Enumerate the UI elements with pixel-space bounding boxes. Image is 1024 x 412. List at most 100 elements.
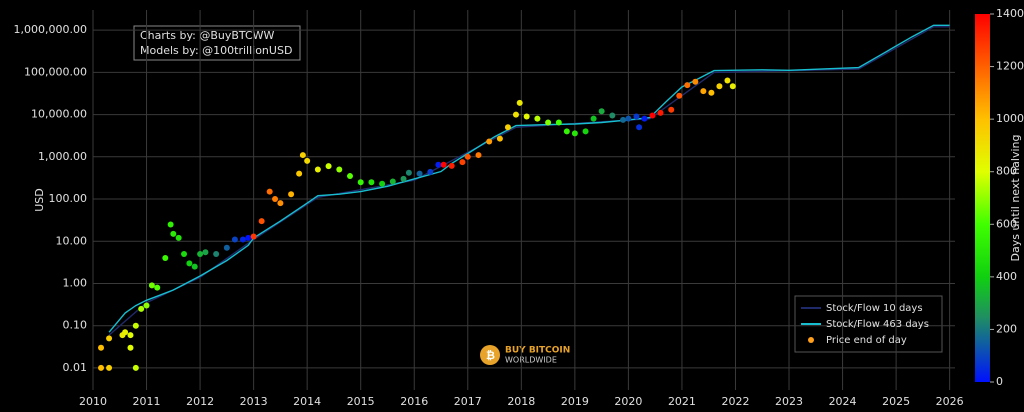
price-point (416, 170, 423, 177)
price-point (368, 179, 375, 186)
price-point (223, 244, 230, 251)
model-line (108, 24, 950, 333)
x-tick-label: 2018 (507, 395, 535, 408)
price-point (132, 322, 139, 329)
price-point (132, 364, 139, 371)
price-point (277, 200, 284, 207)
logo-icon (480, 345, 500, 365)
x-tick-label: 2024 (829, 395, 857, 408)
x-tick-label: 2019 (561, 395, 589, 408)
annotation-box (133, 25, 301, 61)
y-tick-label: 1.00 (63, 276, 88, 289)
price-point (523, 113, 530, 120)
y-tick-label: 100,000.00 (24, 65, 87, 78)
price-point (389, 178, 396, 185)
price-point (657, 109, 664, 116)
price-point (464, 153, 471, 160)
price-point (239, 236, 246, 243)
colorbar-tick-label: 200 (996, 322, 1017, 335)
price-point (684, 82, 691, 89)
price-point (202, 249, 209, 256)
price-point (555, 119, 562, 126)
price-point (724, 77, 731, 84)
price-point (459, 159, 466, 166)
y-tick-label: 1,000.00 (38, 150, 87, 163)
price-point (534, 115, 541, 122)
x-tick-label: 2023 (775, 395, 803, 408)
colorbar-tick-label: 600 (996, 217, 1017, 230)
price-point (620, 116, 627, 123)
price-point (708, 89, 715, 96)
price-point (304, 157, 311, 164)
price-point (590, 115, 597, 122)
price-point (440, 161, 447, 168)
price-point (475, 152, 482, 159)
price-point (676, 92, 683, 99)
price-point (504, 124, 511, 131)
x-tick-label: 2010 (79, 395, 107, 408)
price-point (272, 196, 279, 203)
price-point (633, 113, 640, 120)
price-point (127, 332, 134, 339)
price-point (545, 119, 552, 126)
price-point (641, 115, 648, 122)
colorbar (975, 14, 990, 382)
x-tick-label: 2016 (400, 395, 428, 408)
x-tick-label: 2014 (293, 395, 321, 408)
legend-label: Price end of day (826, 335, 907, 346)
price-point (582, 128, 589, 135)
colorbar-title: Days until next halving (1009, 135, 1022, 262)
price-point (154, 284, 161, 291)
price-point (512, 111, 519, 118)
colorbar-tick-label: 1200 (996, 60, 1024, 73)
x-tick-label: 2015 (347, 395, 375, 408)
price-point (143, 302, 150, 309)
price-point (170, 230, 177, 237)
price-point (516, 99, 523, 106)
price-point (314, 166, 321, 173)
y-tick-label: 0.10 (63, 319, 88, 332)
y-tick-label: 10,000.00 (31, 108, 87, 121)
logo-text: BUY BITCOIN (505, 346, 570, 356)
price-point (250, 233, 257, 240)
y-tick-label: 1,000,000.00 (14, 23, 87, 36)
price-point (636, 124, 643, 131)
price-point (197, 250, 204, 257)
price-point (496, 135, 503, 142)
y-axis-label: USD (33, 188, 46, 212)
price-point (258, 218, 265, 225)
price-point (106, 364, 113, 371)
logo-text: WORLDWIDE (505, 356, 557, 365)
x-tick-label: 2026 (936, 395, 964, 408)
x-tick-label: 2011 (133, 395, 161, 408)
price-point (649, 112, 656, 119)
legend-swatch (808, 337, 814, 343)
price-point (127, 344, 134, 351)
price-point (379, 180, 386, 187)
price-point (405, 169, 412, 176)
price-point (598, 108, 605, 115)
price-point (563, 128, 570, 135)
price-point (716, 83, 723, 90)
price-point (122, 329, 129, 336)
colorbar-tick-label: 1400 (996, 7, 1024, 20)
price-point (325, 163, 332, 170)
price-point (167, 221, 174, 228)
price-point (400, 175, 407, 182)
x-tick-label: 2013 (240, 395, 268, 408)
x-tick-label: 2020 (614, 395, 642, 408)
legend-label: Stock/Flow 10 days (826, 303, 923, 314)
price-point (700, 88, 707, 95)
price-point (448, 162, 455, 169)
price-point (729, 83, 736, 90)
price-point (435, 161, 442, 168)
model-line (108, 26, 950, 336)
x-tick-label: 2022 (721, 395, 749, 408)
y-tick-label: 10.00 (56, 234, 88, 247)
price-point (692, 78, 699, 85)
annotation: Models by: @100trillionUSD (140, 44, 292, 57)
price-point (98, 344, 105, 351)
price-point (148, 282, 155, 289)
price-point (138, 305, 145, 312)
price-point (486, 138, 493, 145)
